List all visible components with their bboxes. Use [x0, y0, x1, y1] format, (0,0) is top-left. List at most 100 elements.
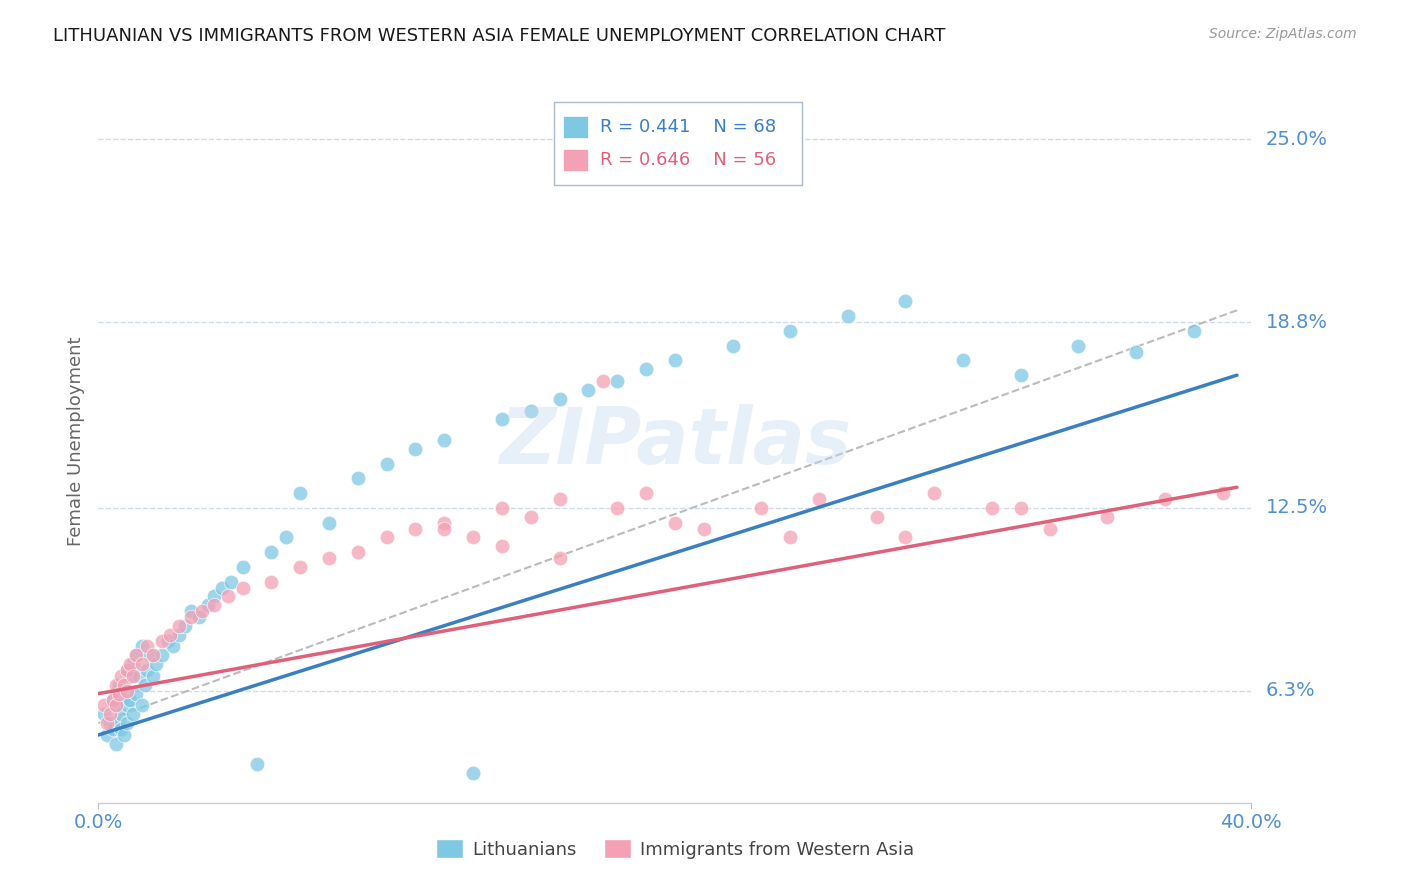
Point: [202, 590, 225, 604]
Point: [167, 628, 190, 642]
Text: R = 0.646    N = 56: R = 0.646 N = 56: [600, 151, 776, 169]
Point: [219, 574, 242, 589]
Point: [159, 628, 181, 642]
Point: [125, 687, 148, 701]
Legend: Lithuanians, Immigrants from Western Asia: Lithuanians, Immigrants from Western Asi…: [429, 832, 921, 866]
Point: [751, 500, 773, 515]
Point: [520, 403, 543, 417]
Text: Source: ZipAtlas.com: Source: ZipAtlas.com: [1209, 27, 1357, 41]
Point: [664, 353, 686, 368]
Point: [606, 500, 628, 515]
Text: R = 0.441    N = 68: R = 0.441 N = 68: [600, 119, 776, 136]
Point: [139, 648, 162, 663]
Point: [142, 669, 165, 683]
Point: [120, 669, 142, 683]
Bar: [562, 116, 589, 138]
Text: 6.3%: 6.3%: [1265, 681, 1316, 700]
Point: [592, 374, 614, 388]
Text: 18.8%: 18.8%: [1265, 312, 1327, 332]
Point: [375, 530, 398, 544]
Text: 25.0%: 25.0%: [1265, 129, 1327, 149]
Point: [837, 309, 859, 323]
Point: [125, 648, 148, 663]
Point: [606, 374, 628, 388]
Y-axis label: Female Unemployment: Female Unemployment: [66, 337, 84, 546]
Point: [96, 728, 118, 742]
Point: [122, 707, 145, 722]
Point: [112, 687, 135, 701]
Point: [1010, 368, 1032, 383]
Point: [405, 522, 427, 536]
Point: [217, 590, 239, 604]
Point: [110, 707, 132, 722]
Point: [491, 500, 513, 515]
Point: [346, 545, 368, 559]
Point: [924, 486, 946, 500]
Point: [491, 412, 513, 426]
Point: [93, 698, 115, 713]
Point: [1154, 491, 1177, 506]
Point: [107, 678, 129, 692]
Point: [104, 698, 127, 713]
Point: [866, 509, 889, 524]
Point: [1212, 486, 1234, 500]
Point: [122, 669, 145, 683]
Point: [112, 678, 135, 692]
Point: [156, 633, 179, 648]
Point: [779, 324, 801, 338]
Point: [162, 640, 184, 654]
Point: [290, 560, 312, 574]
Point: [1097, 509, 1119, 524]
Point: [136, 663, 159, 677]
FancyBboxPatch shape: [554, 102, 801, 185]
Point: [721, 339, 744, 353]
Point: [110, 669, 132, 683]
Point: [246, 757, 269, 772]
Point: [150, 633, 173, 648]
Point: [120, 657, 142, 672]
Point: [318, 516, 340, 530]
Point: [112, 728, 135, 742]
Point: [142, 648, 165, 663]
Point: [231, 581, 254, 595]
Point: [180, 604, 202, 618]
Point: [548, 491, 571, 506]
Point: [107, 716, 129, 731]
Point: [952, 353, 974, 368]
Point: [548, 392, 571, 406]
Point: [131, 698, 153, 713]
Point: [96, 716, 118, 731]
Point: [122, 657, 145, 672]
Point: [131, 657, 153, 672]
Point: [101, 692, 124, 706]
Point: [136, 640, 159, 654]
Point: [520, 509, 543, 524]
Point: [375, 457, 398, 471]
Point: [578, 383, 600, 397]
Point: [117, 716, 139, 731]
Point: [104, 698, 127, 713]
Point: [433, 516, 456, 530]
Point: [636, 486, 658, 500]
Point: [145, 657, 167, 672]
Point: [98, 707, 121, 722]
Point: [290, 486, 312, 500]
Text: ZIPatlas: ZIPatlas: [499, 403, 851, 480]
Point: [981, 500, 1004, 515]
Point: [117, 698, 139, 713]
Point: [433, 522, 456, 536]
Point: [202, 598, 225, 612]
Point: [180, 610, 202, 624]
Point: [104, 737, 127, 751]
Point: [779, 530, 801, 544]
Point: [894, 294, 917, 309]
Point: [1039, 522, 1062, 536]
Point: [191, 604, 214, 618]
Point: [131, 640, 153, 654]
Point: [433, 433, 456, 447]
Point: [211, 581, 233, 595]
Point: [1067, 339, 1090, 353]
Point: [150, 648, 173, 663]
Text: 12.5%: 12.5%: [1265, 499, 1327, 517]
Point: [188, 610, 211, 624]
